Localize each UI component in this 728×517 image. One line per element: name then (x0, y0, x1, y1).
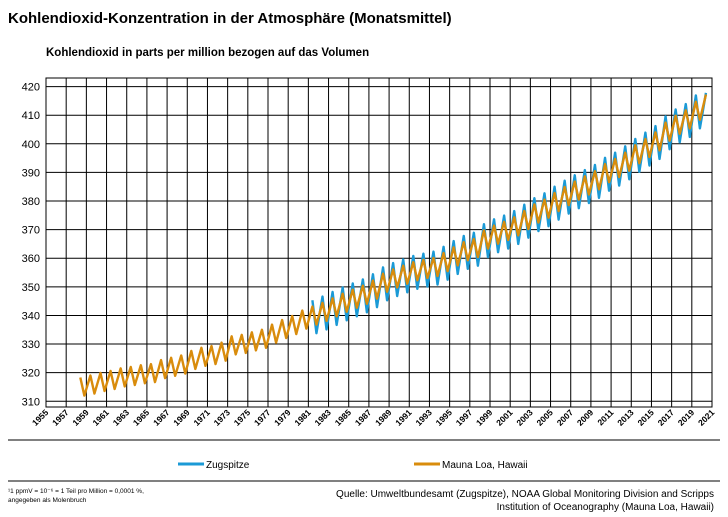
x-tick-label: 1971 (191, 407, 212, 428)
source: Quelle: Umweltbundesamt (Zugspitze), NOA… (336, 489, 714, 500)
x-tick-label: 1981 (292, 407, 313, 428)
x-tick-label: 1959 (70, 407, 91, 428)
x-tick-label: 2005 (535, 407, 556, 428)
y-tick-label: 400 (22, 139, 40, 151)
chart-subtitle: Kohlendioxid in parts per million bezoge… (46, 47, 369, 59)
x-tick-label: 2011 (595, 407, 615, 427)
y-tick-label: 320 (22, 368, 40, 380)
x-tick-label: 2009 (575, 407, 596, 428)
y-tick-label: 340 (22, 310, 40, 322)
x-tick-label: 1991 (393, 407, 414, 428)
y-tick-label: 370 (22, 225, 40, 237)
legend-label: Mauna Loa, Hawaii (442, 460, 528, 471)
x-tick-label: 1969 (171, 407, 192, 428)
y-tick-label: 420 (22, 82, 40, 94)
series-line (311, 92, 708, 335)
source: Institution of Oceanography (Mauna Loa, … (497, 502, 714, 513)
x-tick-label: 1961 (91, 407, 112, 428)
x-tick-label: 1963 (111, 407, 132, 428)
x-tick-label: 1979 (272, 407, 293, 428)
y-tick-label: 330 (22, 339, 40, 351)
x-tick-label: 1995 (434, 407, 455, 428)
y-tick-label: 350 (22, 282, 40, 294)
x-tick-label: 1985 (333, 407, 354, 428)
y-tick-label: 360 (22, 253, 40, 265)
x-tick-label: 1997 (454, 407, 475, 428)
x-tick-label: 1975 (232, 407, 253, 428)
x-tick-label: 1983 (313, 407, 334, 428)
chart-title: Kohlendioxid-Konzentration in der Atmosp… (8, 10, 452, 27)
x-tick-label: 2003 (514, 407, 535, 428)
y-tick-label: 410 (22, 110, 40, 122)
x-tick-label: 2019 (676, 407, 697, 428)
x-tick-label: 1965 (131, 407, 152, 428)
x-tick-label: 2013 (615, 407, 636, 428)
x-tick-label: 2007 (555, 407, 576, 428)
x-tick-label: 1955 (30, 407, 51, 428)
footnote: angegeben als Molenbruch (8, 497, 87, 504)
x-tick-label: 1987 (353, 407, 374, 428)
x-tick-label: 2015 (635, 407, 656, 428)
x-tick-label: 1957 (50, 407, 71, 428)
x-tick-label: 1973 (212, 407, 233, 428)
x-tick-label: 1967 (151, 407, 172, 428)
y-tick-label: 390 (22, 167, 40, 179)
series-line (79, 94, 708, 397)
y-tick-label: 380 (22, 196, 40, 208)
x-tick-label: 1989 (373, 407, 394, 428)
x-tick-label: 1977 (252, 407, 273, 428)
x-tick-label: 2017 (656, 407, 677, 428)
y-tick-label: 310 (22, 396, 40, 408)
legend-label: Zugspitze (206, 460, 250, 471)
x-tick-label: 2021 (696, 407, 717, 428)
plot-area (45, 77, 713, 408)
x-tick-label: 2001 (494, 407, 515, 428)
x-tick-label: 1999 (474, 407, 495, 428)
footnote: ¹1 ppmV = 10⁻⁶ = 1 Teil pro Million = 0,… (8, 488, 144, 495)
x-tick-label: 1993 (413, 407, 434, 428)
